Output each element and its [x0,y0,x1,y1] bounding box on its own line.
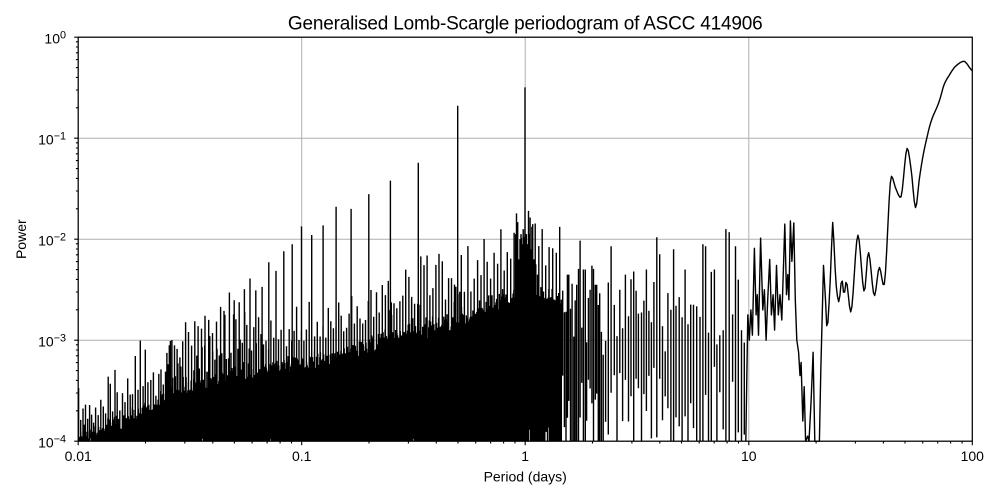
svg-text:Power: Power [13,219,29,259]
svg-text:10: 10 [741,448,757,464]
svg-text:Generalised Lomb-Scargle perio: Generalised Lomb-Scargle periodogram of … [288,13,763,34]
svg-text:Period (days): Period (days) [484,468,567,484]
svg-text:0.1: 0.1 [292,448,312,464]
svg-text:0.01: 0.01 [65,448,92,464]
svg-text:1: 1 [521,448,529,464]
svg-text:100: 100 [961,448,985,464]
